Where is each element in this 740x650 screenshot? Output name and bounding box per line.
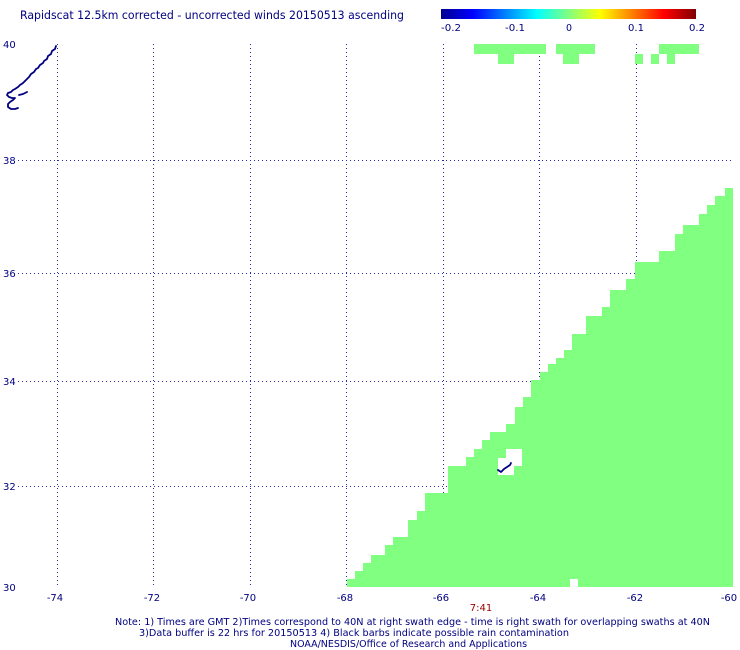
swath-gap bbox=[498, 466, 514, 475]
colorbar-tick-label: 0.2 bbox=[689, 23, 705, 34]
credit-line: NOAA/NESDIS/Office of Research and Appli… bbox=[290, 639, 527, 650]
colorbar: -0.2 -0.1 0 0.1 0.2 bbox=[441, 9, 705, 34]
swath-cell bbox=[659, 44, 699, 54]
colorbar-tick-label: 0 bbox=[566, 23, 572, 34]
colorbar-tick-label: -0.2 bbox=[441, 23, 461, 34]
swath-cell bbox=[563, 54, 579, 64]
swath-cell bbox=[556, 44, 595, 54]
longitude-label: -62 bbox=[627, 593, 643, 604]
longitude-label: -74 bbox=[47, 593, 63, 604]
wind-swath bbox=[347, 44, 733, 587]
swath-gap bbox=[506, 449, 522, 458]
longitude-label: -60 bbox=[721, 593, 737, 604]
swath-cell bbox=[667, 54, 675, 64]
longitude-label: -70 bbox=[240, 593, 256, 604]
swath-cell bbox=[651, 54, 659, 64]
latitude-label: 34 bbox=[3, 377, 16, 388]
swath-time-label: 7:41 bbox=[470, 603, 492, 614]
coastline-mainland bbox=[6, 45, 57, 110]
latitude-label: 32 bbox=[3, 482, 16, 493]
latitude-label: 36 bbox=[3, 269, 16, 280]
latitude-label: 40 bbox=[3, 40, 16, 51]
plot-title: Rapidscat 12.5km corrected - uncorrected… bbox=[20, 8, 404, 22]
swath-cell bbox=[474, 44, 546, 54]
colorbar-gradient bbox=[441, 9, 696, 19]
coastline-bay bbox=[18, 91, 28, 96]
note-line: 3)Data buffer is 22 hrs for 20150513 4) … bbox=[139, 628, 569, 639]
swath-gap bbox=[498, 458, 522, 466]
colorbar-tick-label: -0.1 bbox=[505, 23, 525, 34]
swath-cell bbox=[498, 54, 514, 64]
colorbar-tick-label: 0.1 bbox=[628, 23, 644, 34]
coastline-bermuda bbox=[497, 462, 512, 473]
swath-main bbox=[347, 188, 733, 587]
note-line: Note: 1) Times are GMT 2)Times correspon… bbox=[115, 617, 710, 628]
swath-gap bbox=[570, 579, 578, 587]
latitude-label: 30 bbox=[3, 583, 16, 594]
longitude-label: -66 bbox=[433, 593, 449, 604]
latitude-label: 38 bbox=[3, 156, 16, 167]
longitude-label: -72 bbox=[144, 593, 160, 604]
longitude-label: -64 bbox=[530, 593, 546, 604]
swath-cell bbox=[635, 54, 643, 64]
longitude-label: -68 bbox=[337, 593, 353, 604]
